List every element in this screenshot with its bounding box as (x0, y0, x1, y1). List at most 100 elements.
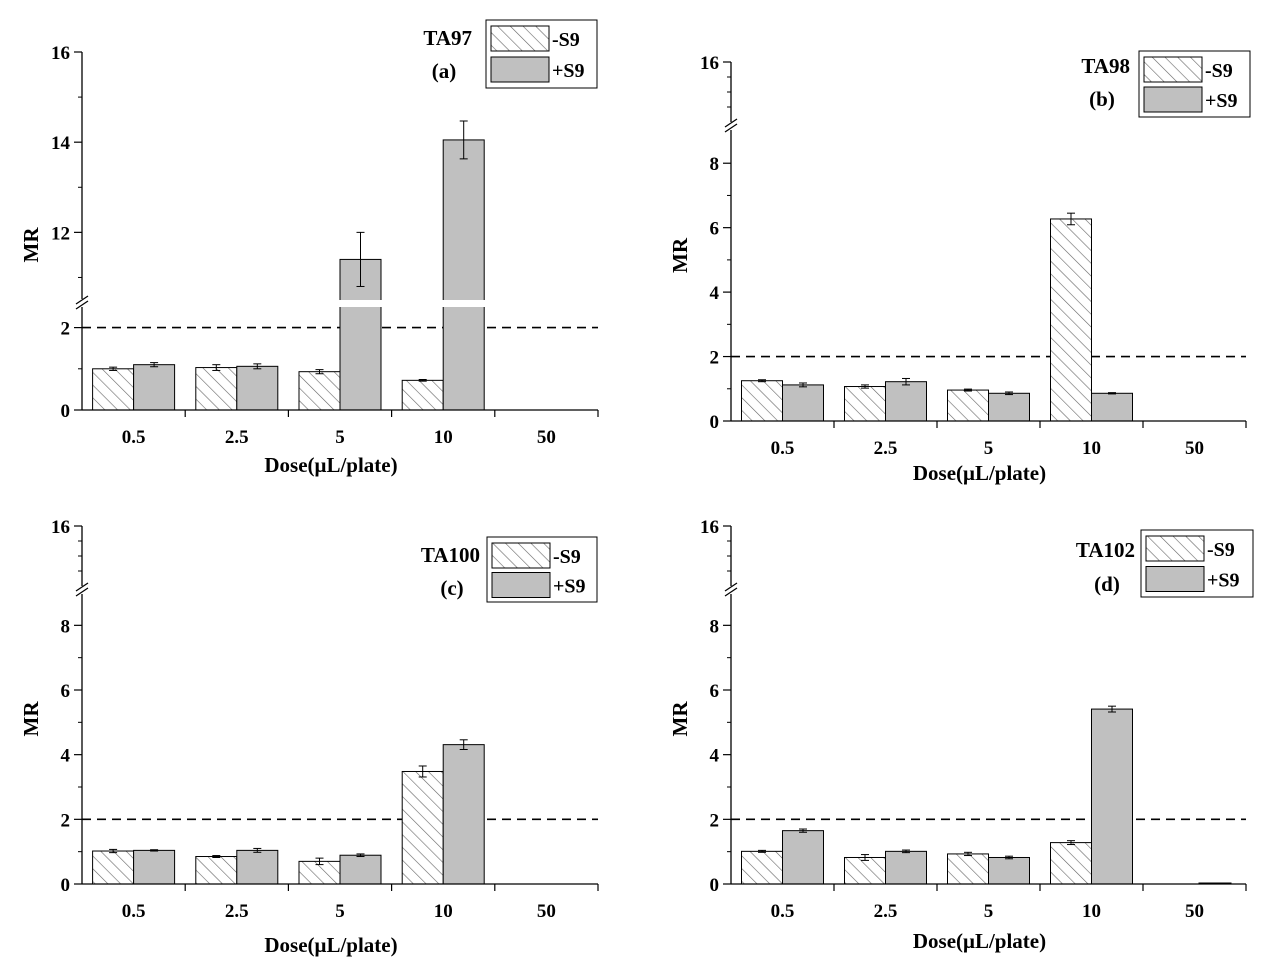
x-tick-label: 5 (335, 427, 345, 448)
bar-minus-s9 (844, 856, 886, 885)
y-tick-label: 0 (61, 401, 71, 422)
bar-plus-s9 (236, 365, 279, 411)
legend-label-plus-s9: +S9 (553, 576, 586, 598)
y-tick-label: 0 (710, 412, 720, 433)
bar-minus-s9 (92, 850, 135, 885)
axis-break-mark (75, 300, 89, 310)
bar-minus-s9 (741, 380, 783, 422)
y-tick-label: 8 (710, 616, 720, 637)
y-tick-label: 8 (710, 154, 720, 175)
bar-minus-s9 (92, 368, 135, 411)
axis-break-mark (724, 118, 738, 128)
bar-minus-s9 (947, 853, 989, 885)
bar-plus-s9 (1091, 392, 1133, 422)
x-tick-label: 2.5 (225, 901, 249, 922)
legend-label-plus-s9: +S9 (1205, 90, 1238, 112)
x-tick-label: 5 (984, 438, 994, 459)
bar-minus-s9 (401, 770, 444, 885)
x-tick-label: 0.5 (771, 901, 795, 922)
axis-break-mark (75, 295, 89, 305)
legend: -S9+S9 (1140, 529, 1254, 598)
legend-label-minus-s9: -S9 (553, 546, 581, 568)
legend-label-minus-s9: -S9 (1205, 60, 1233, 82)
legend-swatch-plus-s9 (1143, 86, 1203, 113)
axis-break-mark (75, 587, 89, 597)
legend-swatch-plus-s9 (490, 56, 550, 83)
y-axis-title: MR (19, 227, 43, 263)
y-tick-label: 12 (51, 223, 70, 244)
axis-break-mark (75, 582, 89, 592)
bar-plus-s9 (133, 364, 176, 411)
bar-plus-s9 (339, 854, 382, 885)
panel-letter: (a) (432, 59, 457, 83)
bar-minus-s9 (195, 856, 238, 885)
bar-plus-s9 (988, 392, 1030, 422)
strain-title: TA98 (1081, 54, 1130, 78)
legend-swatch-plus-s9 (491, 572, 551, 598)
y-tick-label: 2 (61, 319, 71, 340)
chart-panel-ta98: 0 2 4 6 8 16 0.5 2.5 5 10 50 Dose(μL/plate) MR TA98 (b… (668, 50, 1251, 485)
bar-plus-s9 (885, 381, 927, 422)
legend-swatch-plus-s9 (1145, 566, 1205, 592)
x-tick-label: 2.5 (225, 427, 249, 448)
legend-swatch-minus-s9 (490, 25, 550, 52)
legend: -S9+S9 (486, 536, 598, 603)
axis-break-mark (724, 582, 738, 592)
y-tick-label: 16 (51, 43, 70, 64)
x-tick-label: 50 (537, 427, 556, 448)
bar-plus-s9 (236, 849, 279, 885)
y-tick-label: 2 (710, 348, 720, 369)
legend-swatch-minus-s9 (1145, 535, 1205, 562)
y-axis-title: MR (19, 701, 43, 737)
strain-title: TA100 (421, 543, 480, 567)
x-tick-label: 0.5 (771, 438, 795, 459)
panel-letter: (d) (1094, 572, 1120, 596)
strain-title: TA97 (423, 26, 472, 50)
x-tick-label: 0.5 (122, 427, 146, 448)
panel-letter: (b) (1089, 87, 1115, 111)
legend: -S9+S9 (1138, 50, 1251, 118)
y-tick-label: 6 (710, 681, 720, 702)
x-axis-title: Dose(μL/plate) (913, 461, 1046, 485)
x-tick-label: 5 (984, 901, 994, 922)
y-axis-title: MR (668, 701, 692, 737)
y-tick-label: 4 (61, 746, 71, 767)
x-tick-label: 50 (537, 901, 556, 922)
y-tick-label: 2 (61, 810, 71, 831)
chart-panel-ta97: 0 2 12 14 16 0.5 2.5 5 10 50 Dose(μL/plate) MR TA97 (… (19, 19, 599, 477)
legend-label-plus-s9: +S9 (552, 60, 585, 82)
bar-minus-s9 (298, 371, 341, 411)
bar-plus-s9 (442, 139, 485, 411)
strain-title: TA102 (1076, 538, 1135, 562)
axis-break-mark (724, 587, 738, 597)
x-axis-title: Dose(μL/plate) (264, 453, 397, 477)
y-tick-label: 4 (710, 283, 720, 304)
y-tick-label: 0 (710, 875, 720, 896)
bar-plus-s9 (133, 849, 176, 885)
legend-swatch-minus-s9 (1143, 56, 1203, 83)
y-axis-title: MR (668, 237, 692, 273)
x-tick-label: 10 (1082, 901, 1101, 922)
bar-minus-s9 (195, 367, 238, 411)
y-tick-label: 14 (51, 133, 71, 154)
axis-break-mark (724, 123, 738, 133)
x-tick-label: 2.5 (874, 901, 898, 922)
legend: -S9+S9 (485, 19, 598, 89)
legend-label-minus-s9: -S9 (552, 29, 580, 51)
x-tick-label: 5 (335, 901, 345, 922)
bar-plus-s9 (988, 856, 1030, 885)
bar-minus-s9 (947, 389, 989, 422)
x-tick-label: 0.5 (122, 901, 146, 922)
y-tick-label: 4 (710, 746, 720, 767)
bar-plus-s9 (782, 384, 824, 422)
bar-minus-s9 (1050, 218, 1092, 422)
x-tick-label: 10 (1082, 438, 1101, 459)
chart-panel-ta100: 0 2 4 6 8 16 0.5 2.5 5 10 50 Dose(μL/plate) MR TA100 (… (19, 517, 599, 957)
y-tick-label: 8 (61, 616, 71, 637)
legend-label-minus-s9: -S9 (1207, 539, 1235, 561)
y-tick-label: 6 (710, 219, 720, 240)
x-tick-label: 2.5 (874, 438, 898, 459)
x-axis-title: Dose(μL/plate) (913, 929, 1046, 953)
bar-plus-s9 (442, 744, 485, 885)
bar-plus-s9 (782, 830, 824, 885)
